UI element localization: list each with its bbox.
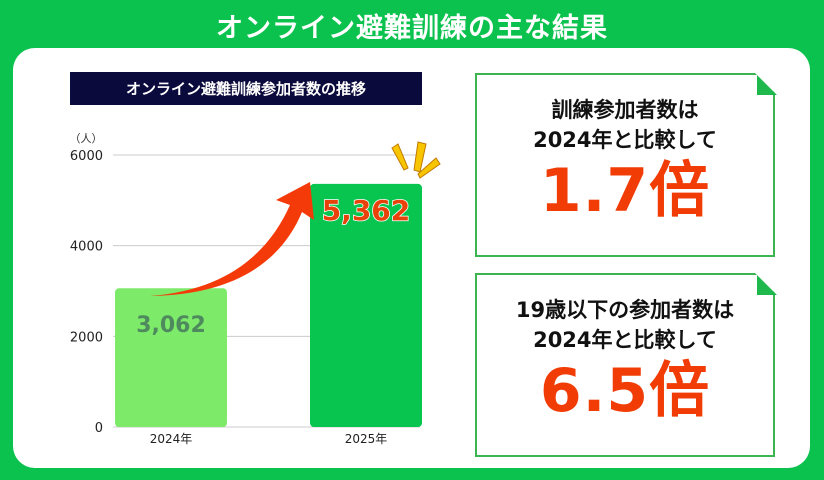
bar-chart: （人） 0 2000 4000 6000 2024年 2025年 3,062 5,362 bbox=[70, 132, 441, 446]
data-label: 5,362 bbox=[322, 194, 411, 227]
card-ratio: 6.5倍 bbox=[539, 356, 711, 426]
sparkle-icon bbox=[417, 157, 441, 179]
sparkle-icon bbox=[413, 141, 427, 173]
up-arrow-icon bbox=[150, 182, 314, 296]
y-tick-label: 2000 bbox=[70, 330, 103, 345]
stat-card-under19: 19歳以下の参加者数は 2024年と比較して 6.5倍 bbox=[475, 273, 775, 457]
x-tick-label: 2025年 bbox=[345, 432, 388, 446]
page-title: オンライン避難訓練の主な結果 bbox=[216, 13, 608, 44]
card-line1: 訓練参加者数は bbox=[551, 98, 699, 122]
card-ratio: 1.7倍 bbox=[539, 156, 711, 226]
x-tick-label: 2024年 bbox=[150, 432, 193, 446]
chart-title: オンライン避難訓練参加者数の推移 bbox=[70, 72, 422, 105]
bar-2024年 bbox=[115, 288, 227, 427]
bar-2025年 bbox=[310, 183, 422, 427]
y-tick-label: 6000 bbox=[70, 149, 103, 164]
sparkle-icon bbox=[391, 143, 409, 171]
data-label: 3,062 bbox=[136, 313, 206, 338]
card-line1: 19歳以下の参加者数は bbox=[515, 298, 735, 322]
card-line2: 2024年と比較して bbox=[533, 128, 717, 152]
unit-label: （人） bbox=[70, 132, 103, 145]
stat-card-participants: 訓練参加者数は 2024年と比較して 1.7倍 bbox=[475, 73, 775, 257]
y-tick-label: 0 bbox=[95, 421, 103, 436]
card-line2: 2024年と比較して bbox=[533, 328, 717, 352]
y-tick-label: 4000 bbox=[70, 240, 103, 255]
